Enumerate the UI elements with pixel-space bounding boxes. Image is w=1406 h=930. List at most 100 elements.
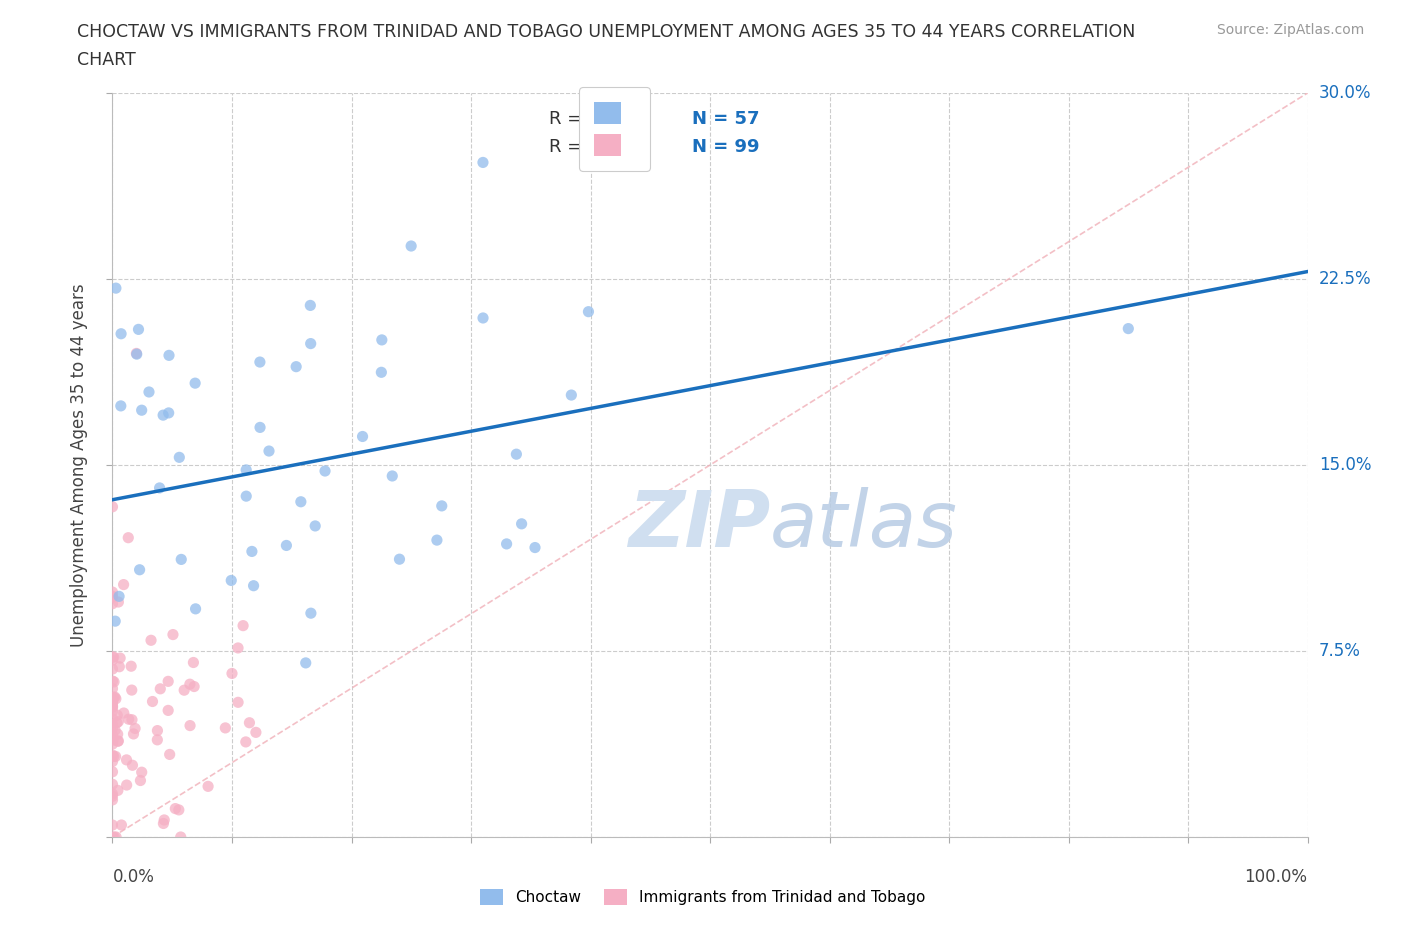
Text: R = 0.457: R = 0.457: [548, 110, 640, 128]
Point: [294, 656, 316, 671]
Point: [104, 281, 127, 296]
Point: [101, 727, 124, 742]
Point: [101, 721, 124, 736]
Point: [103, 749, 125, 764]
Point: [169, 450, 191, 465]
Point: [505, 446, 527, 461]
Point: [285, 359, 308, 374]
Legend: Choctaw, Immigrants from Trinidad and Tobago: Choctaw, Immigrants from Trinidad and To…: [472, 882, 934, 913]
Point: [162, 627, 184, 642]
Text: 15.0%: 15.0%: [1319, 456, 1371, 474]
Point: [179, 677, 201, 692]
Point: [184, 602, 207, 617]
Point: [108, 651, 131, 666]
Point: [121, 683, 143, 698]
Point: [104, 614, 127, 629]
Point: [101, 695, 124, 710]
Point: [124, 721, 146, 736]
Point: [125, 347, 148, 362]
Point: [299, 605, 322, 620]
Point: [101, 653, 124, 668]
Point: [131, 764, 153, 779]
Point: [578, 304, 600, 319]
Point: [183, 679, 205, 694]
Text: 22.5%: 22.5%: [1319, 270, 1371, 288]
Point: [101, 699, 124, 714]
Point: [299, 298, 322, 312]
Point: [101, 748, 124, 763]
Point: [149, 481, 172, 496]
Point: [314, 463, 336, 478]
Point: [219, 573, 242, 588]
Point: [115, 777, 138, 792]
Point: [131, 403, 153, 418]
Text: R = 0.228: R = 0.228: [548, 138, 640, 155]
Point: [146, 724, 169, 738]
Point: [1118, 321, 1140, 336]
Point: [495, 537, 517, 551]
Point: [128, 563, 150, 578]
Point: [524, 540, 547, 555]
Point: [125, 346, 148, 361]
Legend: , : ,: [579, 87, 650, 171]
Point: [146, 733, 169, 748]
Point: [352, 429, 374, 444]
Point: [107, 726, 129, 741]
Text: N = 57: N = 57: [692, 110, 759, 128]
Point: [183, 655, 205, 670]
Point: [121, 712, 143, 727]
Point: [101, 737, 124, 751]
Point: [101, 717, 124, 732]
Point: [235, 462, 257, 477]
Text: 30.0%: 30.0%: [1319, 84, 1371, 102]
Point: [138, 384, 160, 399]
Point: [121, 758, 143, 773]
Point: [104, 690, 127, 705]
Point: [103, 674, 125, 689]
Point: [101, 733, 124, 748]
Point: [179, 718, 201, 733]
Point: [104, 749, 127, 764]
Point: [103, 650, 125, 665]
Point: [276, 538, 298, 552]
Point: [107, 714, 129, 729]
Point: [112, 706, 135, 721]
Point: [101, 585, 124, 600]
Point: [118, 711, 141, 726]
Point: [139, 632, 162, 647]
Point: [101, 789, 124, 804]
Point: [104, 723, 127, 737]
Point: [388, 551, 411, 566]
Point: [104, 691, 127, 706]
Point: [107, 734, 129, 749]
Point: [173, 683, 195, 698]
Point: [510, 516, 533, 531]
Text: CHART: CHART: [77, 51, 136, 69]
Point: [152, 407, 174, 422]
Text: CHOCTAW VS IMMIGRANTS FROM TRINIDAD AND TOBAGO UNEMPLOYMENT AMONG AGES 35 TO 44 : CHOCTAW VS IMMIGRANTS FROM TRINIDAD AND …: [77, 23, 1136, 41]
Point: [101, 681, 124, 696]
Point: [141, 694, 163, 709]
Point: [101, 787, 124, 802]
Point: [159, 747, 181, 762]
Point: [101, 673, 124, 688]
Point: [101, 596, 124, 611]
Point: [110, 398, 132, 413]
Point: [101, 792, 124, 807]
Point: [101, 754, 124, 769]
Point: [240, 544, 263, 559]
Point: [101, 777, 124, 791]
Point: [152, 816, 174, 830]
Point: [103, 830, 125, 844]
Point: [560, 388, 582, 403]
Point: [167, 803, 190, 817]
Point: [245, 724, 267, 739]
Point: [299, 336, 322, 351]
Point: [157, 674, 180, 689]
Point: [101, 499, 124, 514]
Point: [371, 332, 394, 347]
Point: [120, 658, 142, 673]
Point: [226, 695, 249, 710]
Text: N = 99: N = 99: [692, 138, 759, 155]
Point: [101, 764, 124, 779]
